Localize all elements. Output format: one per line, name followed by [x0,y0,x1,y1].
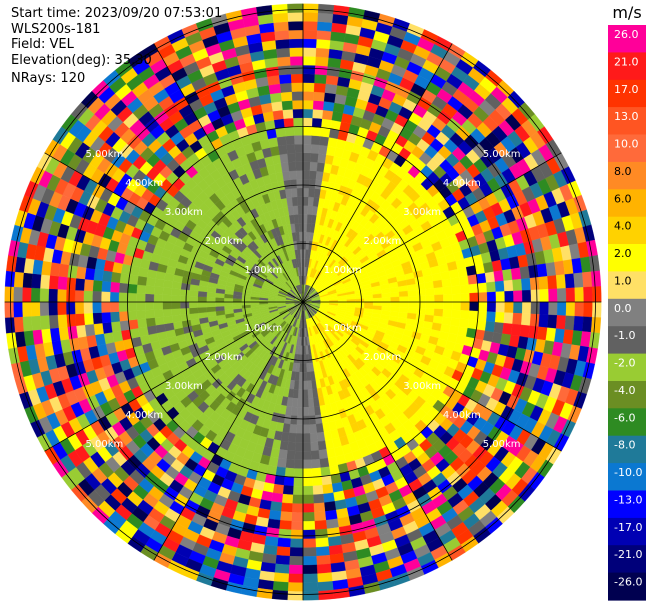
colorbar-tick-label: -4.0 [614,384,635,397]
colorbar-tick-label: -10.0 [614,466,642,479]
colorbar-tick-label: 2.0 [614,247,632,260]
colorbar-tick-label: -2.0 [614,357,635,370]
colorbar-tick-label: 6.0 [614,192,632,205]
colorbar-tick-label: 8.0 [614,165,632,178]
colorbar-title: m/s [612,3,641,22]
colorbar-tick-label: -1.0 [614,329,635,342]
colorbar-tick-label: -6.0 [614,411,635,424]
colorbar-tick-label: -21.0 [614,548,642,561]
colorbar-tick-label: 4.0 [614,220,632,233]
colorbar-tick-label: -8.0 [614,439,635,452]
colorbar-tick-label: 1.0 [614,274,632,287]
colorbar-tick-label: -13.0 [614,494,642,507]
colorbar-tick-label: 21.0 [614,55,639,68]
colorbar-tick-label: 10.0 [614,138,639,151]
colorbar-tick-label: -26.0 [614,576,642,589]
colorbar-tick-label: 13.0 [614,110,639,123]
colorbar-tick-label: -17.0 [614,521,642,534]
colorbar-tick-label: 0.0 [614,302,632,315]
colorbar-tick-label: 26.0 [614,28,639,41]
colorbar-tick-label: -30.0 [614,603,642,607]
colorbar-tick-label: 17.0 [614,83,639,96]
